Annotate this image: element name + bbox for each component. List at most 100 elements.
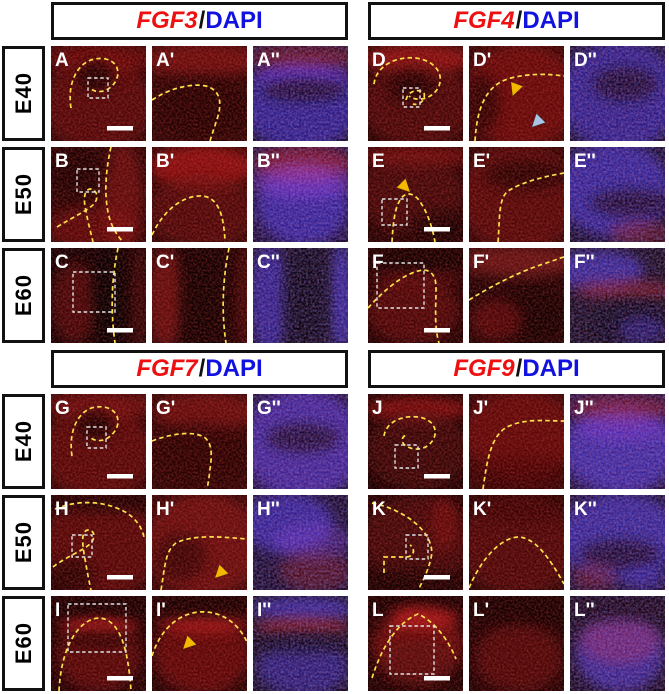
signal-speckle [368, 46, 463, 141]
panel-cell: B [51, 147, 146, 242]
signal-speckle [253, 394, 348, 489]
stage-label-e40: E40 [2, 394, 45, 489]
tissue-outline-dashed [70, 405, 119, 457]
panel-letter: J'' [574, 398, 594, 419]
separator: / [198, 355, 206, 382]
panel-letter: C [55, 252, 69, 273]
stage-text: E60 [10, 622, 36, 665]
signal-speckle [469, 147, 564, 242]
panel-cell: C' [152, 248, 247, 343]
signal-speckle [51, 46, 146, 141]
panel-cell: G [51, 394, 146, 489]
micrograph-panel-i-p: I' [152, 596, 247, 691]
panel-cell: B'' [253, 147, 348, 242]
separator: / [515, 355, 523, 382]
tissue-outline-dashed [497, 172, 564, 242]
stage-label-e60: E60 [2, 596, 45, 691]
panel-cell: H [51, 495, 146, 590]
panel-cell: I [51, 596, 146, 691]
inset-region-box [381, 198, 408, 226]
panel-cell: A'' [253, 46, 348, 141]
panel-cell: F' [469, 248, 564, 343]
panel-letter: D [372, 50, 386, 71]
tissue-outline-dashed [105, 147, 124, 242]
micrograph-panel-g-p: G' [152, 394, 247, 489]
panel-letter: D' [473, 50, 491, 71]
tissue-outline-dashed [152, 195, 226, 242]
tissue-outline-dashed [373, 56, 442, 100]
yellow-arrowhead-icon [182, 634, 198, 650]
panel-letter: H'' [257, 499, 280, 520]
micrograph-panel-g-dp: G'' [253, 394, 348, 489]
panel-letter: I [55, 600, 60, 621]
gene-name: FGF4 [453, 7, 515, 34]
panel-letter: B' [156, 151, 174, 172]
inset-region-box [376, 262, 425, 309]
tissue-outline-dashed [383, 415, 437, 450]
gene-header-fgf3: FGF3/DAPI [51, 2, 348, 40]
micrograph-panel-d: D [368, 46, 463, 141]
tissue-outline-dashed [391, 193, 436, 242]
signal-speckle [51, 147, 146, 242]
panel-letter: G [55, 398, 70, 419]
stage-label-e60: E60 [2, 248, 45, 343]
scale-bar [424, 575, 450, 580]
panel-cell: F'' [570, 248, 665, 343]
gene-header-fgf4: FGF4/DAPI [368, 2, 665, 40]
panel-letter: F'' [574, 252, 595, 273]
panel-letter: H [55, 499, 69, 520]
signal-speckle [570, 248, 665, 343]
inset-region-box [402, 87, 421, 108]
panel-letter: F' [473, 252, 489, 273]
gene-name: FGF7 [136, 355, 198, 382]
yellow-arrowhead-icon [510, 81, 524, 97]
inset-region-box [71, 534, 93, 558]
inset-region-box [67, 603, 127, 653]
stage-label-e50: E50 [2, 495, 45, 590]
stain-name: DAPI [522, 355, 580, 382]
micrograph-panel-e: E [368, 147, 463, 242]
panel-cell: I' [152, 596, 247, 691]
gene-header-fgf7: FGF7/DAPI [51, 350, 348, 388]
micrograph-panel-j: J [368, 394, 463, 489]
panel-letter: B [55, 151, 69, 172]
panel-letter: L'' [574, 600, 595, 621]
micrograph-panel-b: B [51, 147, 146, 242]
panel-cell: J'' [570, 394, 665, 489]
separator: / [515, 7, 523, 34]
panel-cell: D [368, 46, 463, 141]
tissue-outline-dashed [371, 502, 433, 590]
panel-letter: I'' [257, 600, 271, 621]
gene-name: FGF9 [453, 355, 515, 382]
inset-region-box [87, 77, 109, 99]
tissue-outline-dashed [54, 501, 145, 538]
panel-cell: A [51, 46, 146, 141]
panel-cell: L [368, 596, 463, 691]
panel-letter: B'' [257, 151, 280, 172]
stage-text: E50 [10, 173, 36, 216]
stain-name: DAPI [522, 7, 580, 34]
panel-cell: G'' [253, 394, 348, 489]
signal-speckle [152, 394, 247, 489]
micrograph-panel-i-dp: I'' [253, 596, 348, 691]
stage-text: E50 [10, 521, 36, 564]
stage-text: E40 [10, 420, 36, 463]
signal-speckle [152, 596, 247, 691]
micrograph-panel-a-dp: A'' [253, 46, 348, 141]
panel-cell: I'' [253, 596, 348, 691]
tissue-outline-dashed [371, 613, 457, 679]
scale-bar [424, 676, 450, 681]
scale-bar [107, 227, 133, 232]
micrograph-panel-l: L [368, 596, 463, 691]
panel-letter: E' [473, 151, 490, 172]
stage-label-e40: E40 [2, 46, 45, 141]
panel-letter: K'' [574, 499, 597, 520]
signal-speckle [152, 495, 247, 590]
panel-letter: J' [473, 398, 488, 419]
separator: / [198, 7, 206, 34]
inset-region-box [72, 271, 116, 313]
panel-letter: H' [156, 499, 174, 520]
signal-speckle [469, 495, 564, 590]
signal-speckle [368, 248, 463, 343]
panel-letter: G' [156, 398, 175, 419]
